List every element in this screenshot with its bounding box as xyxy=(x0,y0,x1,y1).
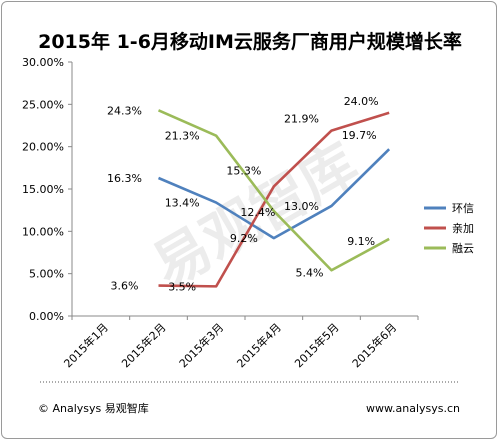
data-label: 16.3% xyxy=(107,172,142,185)
x-tick-label: 2015年4月 xyxy=(234,320,284,370)
data-label: 9.1% xyxy=(347,235,375,248)
legend-label: 环信 xyxy=(452,202,474,215)
x-tick-label: 2015年5月 xyxy=(291,320,341,370)
footer-copyright: © Analysys 易观智库 xyxy=(38,401,149,415)
data-label: 13.4% xyxy=(165,197,200,210)
y-tick-label: 0.00% xyxy=(29,310,64,323)
x-tick-label: 2015年3月 xyxy=(176,320,226,370)
series-line-2 xyxy=(157,109,390,272)
data-label: 3.5% xyxy=(168,280,196,293)
data-label: 12.4% xyxy=(240,206,275,219)
data-label: 3.6% xyxy=(111,280,139,293)
y-tick-label: 30.00% xyxy=(22,56,64,69)
x-tick-label: 2015年2月 xyxy=(118,320,168,370)
legend-label: 亲加 xyxy=(452,221,474,235)
footer-url: www.analysys.cn xyxy=(366,402,460,415)
data-label: 15.3% xyxy=(226,164,261,177)
y-tick-label: 15.00% xyxy=(22,183,64,196)
data-label: 5.4% xyxy=(296,266,324,279)
data-label: 24.0% xyxy=(344,95,379,108)
y-tick-label: 25.00% xyxy=(22,98,64,111)
x-tick-label: 2015年6月 xyxy=(349,320,399,370)
data-label: 24.3% xyxy=(107,104,142,117)
chart-title: 2015年 1-6月移动IM云服务厂商用户规模增长率 xyxy=(38,30,462,53)
data-label: 13.0% xyxy=(284,200,319,213)
series-line-0 xyxy=(157,148,391,240)
x-tick-label: 2015年1月 xyxy=(61,320,111,370)
data-label: 19.7% xyxy=(342,129,377,142)
legend-label: 融云 xyxy=(452,242,474,255)
data-label: 21.9% xyxy=(284,113,319,126)
data-label: 21.3% xyxy=(165,130,200,143)
y-tick-label: 20.00% xyxy=(22,141,64,154)
series-line-1 xyxy=(158,111,390,288)
y-tick-label: 10.00% xyxy=(22,225,64,238)
data-label: 9.2% xyxy=(230,232,258,245)
y-tick-label: 5.00% xyxy=(29,268,64,281)
